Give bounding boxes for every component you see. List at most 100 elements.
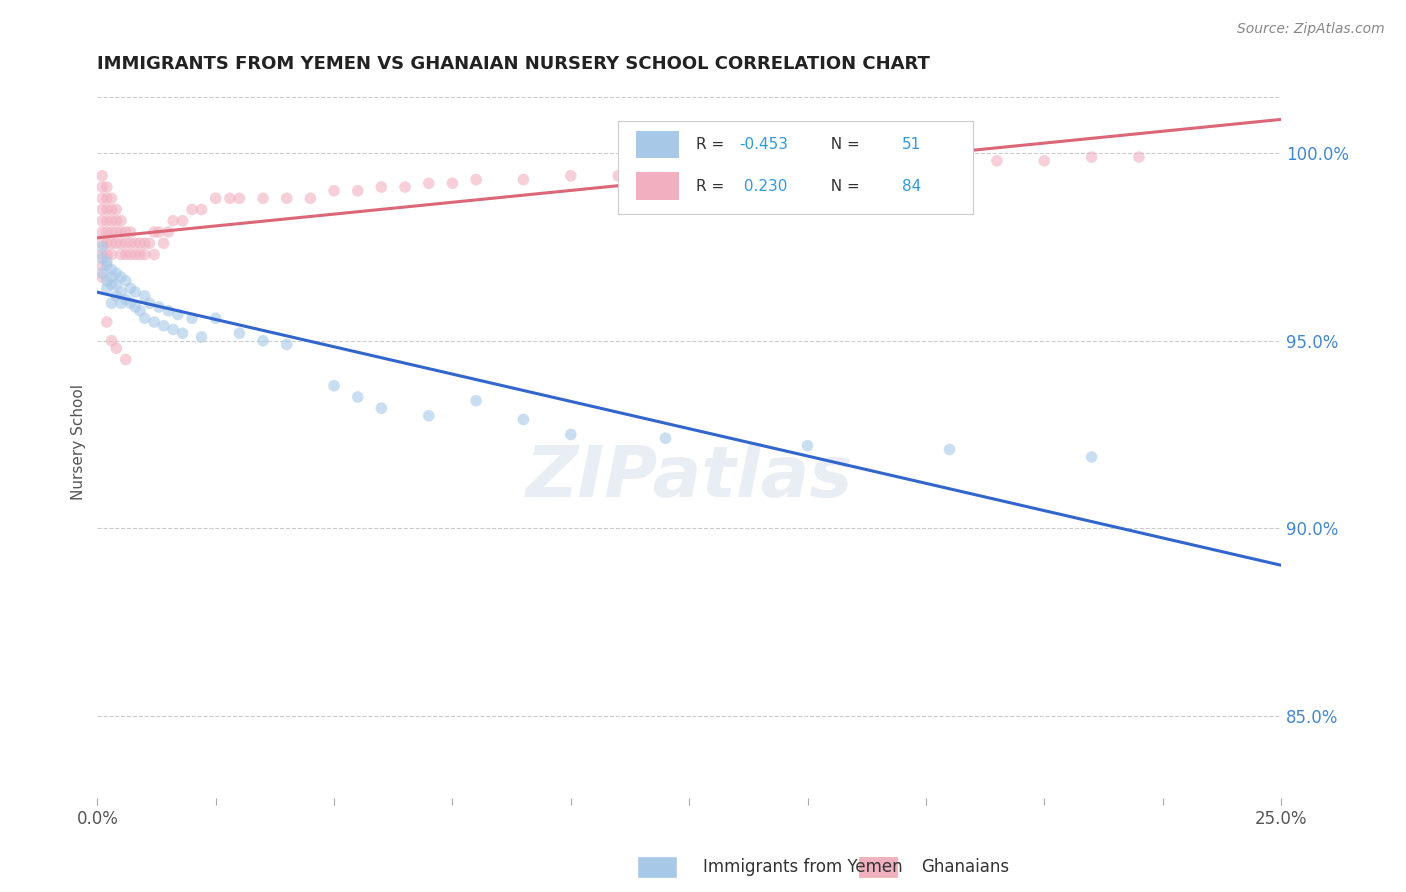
Point xyxy=(181,311,204,326)
Point xyxy=(96,247,118,261)
Point xyxy=(91,214,114,228)
Point xyxy=(938,442,960,457)
Point xyxy=(134,247,156,261)
Point xyxy=(120,281,142,295)
Point xyxy=(114,352,136,367)
Point xyxy=(100,236,122,251)
Text: Ghanaians: Ghanaians xyxy=(921,858,1010,876)
Point xyxy=(91,180,114,194)
Point xyxy=(114,236,136,251)
Point xyxy=(228,326,250,341)
Point xyxy=(560,169,582,183)
Point xyxy=(100,202,122,217)
Point xyxy=(110,236,132,251)
Point xyxy=(120,225,142,239)
Point xyxy=(148,225,170,239)
Point xyxy=(418,176,440,190)
Point xyxy=(91,259,114,273)
Point xyxy=(172,214,194,228)
Point xyxy=(105,202,128,217)
Point xyxy=(114,274,136,288)
Point xyxy=(96,180,118,194)
Point xyxy=(162,214,184,228)
Text: Immigrants from Yemen: Immigrants from Yemen xyxy=(703,858,903,876)
Point xyxy=(190,202,212,217)
Point xyxy=(560,427,582,442)
Point xyxy=(134,311,156,326)
Point xyxy=(228,191,250,205)
Point xyxy=(143,225,166,239)
Point xyxy=(100,225,122,239)
Point xyxy=(749,161,772,176)
Point xyxy=(181,202,204,217)
Point xyxy=(96,259,118,273)
Point xyxy=(252,334,274,348)
Point xyxy=(157,303,180,318)
Point xyxy=(143,247,166,261)
Point xyxy=(323,378,346,392)
Point xyxy=(796,161,818,176)
Point xyxy=(129,236,152,251)
Point xyxy=(124,247,146,261)
Point xyxy=(129,303,152,318)
Point xyxy=(105,214,128,228)
Text: IMMIGRANTS FROM YEMEN VS GHANAIAN NURSERY SCHOOL CORRELATION CHART: IMMIGRANTS FROM YEMEN VS GHANAIAN NURSER… xyxy=(97,55,931,73)
Point xyxy=(938,153,960,168)
Point xyxy=(100,262,122,277)
Point xyxy=(96,255,118,269)
Point xyxy=(465,172,488,186)
Point xyxy=(91,252,114,266)
Point xyxy=(100,296,122,310)
Point xyxy=(96,202,118,217)
Point xyxy=(162,322,184,336)
Point xyxy=(110,296,132,310)
Point xyxy=(100,247,122,261)
Point xyxy=(143,315,166,329)
Point xyxy=(91,225,114,239)
Point xyxy=(418,409,440,423)
Point xyxy=(166,308,188,322)
Point xyxy=(138,236,160,251)
Point xyxy=(299,191,322,205)
Point xyxy=(100,277,122,292)
Point xyxy=(120,247,142,261)
Point xyxy=(96,274,118,288)
Point xyxy=(91,202,114,217)
Point xyxy=(465,393,488,408)
Point xyxy=(91,266,114,280)
Point xyxy=(105,266,128,280)
Point xyxy=(844,157,866,171)
Point xyxy=(124,300,146,314)
Point xyxy=(204,311,226,326)
Point xyxy=(134,289,156,303)
Point xyxy=(100,191,122,205)
Point xyxy=(120,296,142,310)
Point xyxy=(110,214,132,228)
Point xyxy=(702,165,724,179)
Point xyxy=(105,341,128,355)
Point xyxy=(110,285,132,299)
Point xyxy=(204,191,226,205)
Point xyxy=(276,191,298,205)
Point xyxy=(96,315,118,329)
Point xyxy=(276,337,298,351)
Point xyxy=(370,401,392,416)
Point xyxy=(91,236,114,251)
Point xyxy=(252,191,274,205)
Point xyxy=(96,225,118,239)
Point xyxy=(441,176,464,190)
Point xyxy=(148,300,170,314)
Point xyxy=(152,318,174,333)
Point xyxy=(91,270,114,285)
Point xyxy=(96,236,118,251)
Point xyxy=(91,240,114,254)
Point xyxy=(654,431,676,445)
Point xyxy=(157,225,180,239)
Point xyxy=(105,236,128,251)
Y-axis label: Nursery School: Nursery School xyxy=(72,384,86,500)
Point xyxy=(138,296,160,310)
Point xyxy=(100,270,122,285)
Point xyxy=(100,334,122,348)
Point xyxy=(105,225,128,239)
Point xyxy=(1128,150,1150,164)
